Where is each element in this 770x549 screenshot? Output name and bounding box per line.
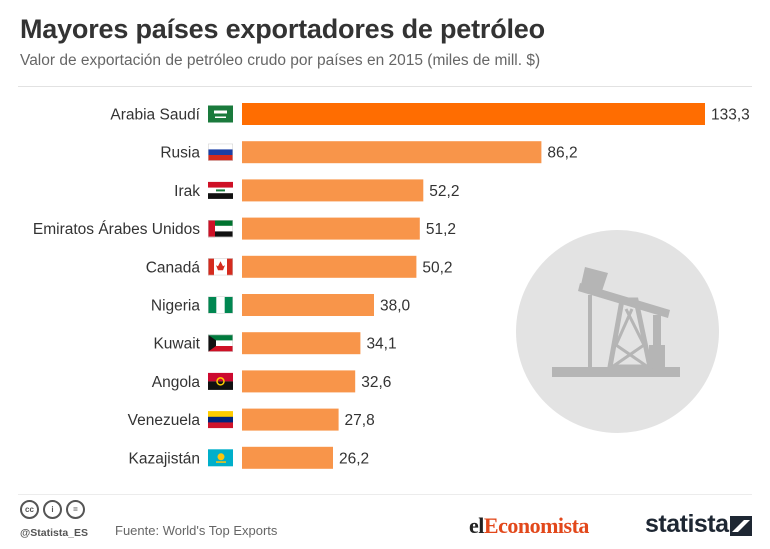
logo-main: Economista bbox=[483, 513, 590, 538]
venezuela-flag-icon bbox=[208, 411, 233, 429]
bar bbox=[242, 103, 705, 125]
category-label: Kazajistán bbox=[128, 450, 200, 467]
category-label: Irak bbox=[174, 183, 200, 200]
category-label: Kuwait bbox=[153, 336, 200, 353]
eleconomista-logo: elEconomista bbox=[469, 513, 589, 539]
bar bbox=[242, 446, 333, 469]
footer-divider bbox=[18, 494, 752, 495]
value-label: 51,2 bbox=[426, 221, 456, 238]
nigeria-flag-icon bbox=[208, 296, 233, 314]
statista-logo: statista bbox=[645, 510, 729, 538]
bar bbox=[242, 255, 417, 278]
header-divider bbox=[18, 86, 752, 87]
value-label: 27,8 bbox=[345, 412, 375, 429]
category-label: Nigeria bbox=[151, 298, 200, 315]
kuwait-flag-icon bbox=[208, 334, 233, 352]
value-label: 26,2 bbox=[339, 450, 369, 467]
iraq-flag-icon bbox=[208, 181, 233, 199]
no-derivatives-icon: = bbox=[66, 500, 85, 519]
category-label: Arabia Saudí bbox=[110, 107, 200, 124]
angola-flag-icon bbox=[208, 372, 233, 390]
bar bbox=[242, 294, 374, 316]
cc-icon: cc bbox=[20, 500, 39, 519]
category-label: Emiratos Árabes Unidos bbox=[33, 221, 200, 238]
statista-mark-icon bbox=[730, 516, 752, 536]
value-label: 32,6 bbox=[361, 374, 391, 391]
category-label: Rusia bbox=[160, 145, 200, 162]
category-label: Venezuela bbox=[128, 412, 201, 429]
bar bbox=[242, 332, 361, 355]
uae-flag-icon bbox=[208, 220, 233, 238]
value-label: 133,3 bbox=[711, 107, 750, 124]
value-label: 34,1 bbox=[366, 336, 396, 353]
russia-flag-icon bbox=[208, 143, 233, 161]
value-label: 50,2 bbox=[422, 259, 452, 276]
canada-flag-icon bbox=[208, 258, 233, 276]
attribution-icon: i bbox=[43, 500, 62, 519]
bar bbox=[242, 141, 542, 164]
logo-prefix: el bbox=[469, 513, 484, 538]
value-label: 38,0 bbox=[380, 298, 411, 315]
category-label: Canadá bbox=[146, 259, 201, 276]
license-icons: cc i = bbox=[20, 500, 85, 519]
bar bbox=[242, 370, 356, 393]
value-label: 52,2 bbox=[429, 183, 459, 200]
chart-title: Mayores países exportadores de petróleo bbox=[20, 14, 545, 44]
source-note: Fuente: World's Top Exports bbox=[115, 523, 278, 538]
category-label: Angola bbox=[152, 374, 201, 391]
social-handle: @Statista_ES bbox=[20, 527, 89, 539]
bar bbox=[242, 217, 420, 240]
bar-chart: Arabia Saudí 133,3 Rusia 86,2 Irak 52,2 Emirat… bbox=[33, 103, 750, 469]
kazakhstan-flag-icon bbox=[208, 449, 233, 467]
bar bbox=[242, 408, 339, 431]
chart-subtitle: Valor de exportación de petróleo crudo p… bbox=[20, 52, 541, 69]
saudi-arabia-flag-icon bbox=[208, 105, 233, 123]
oil-pump-icon bbox=[552, 267, 680, 377]
value-label: 86,2 bbox=[547, 145, 577, 162]
bar bbox=[242, 179, 424, 202]
